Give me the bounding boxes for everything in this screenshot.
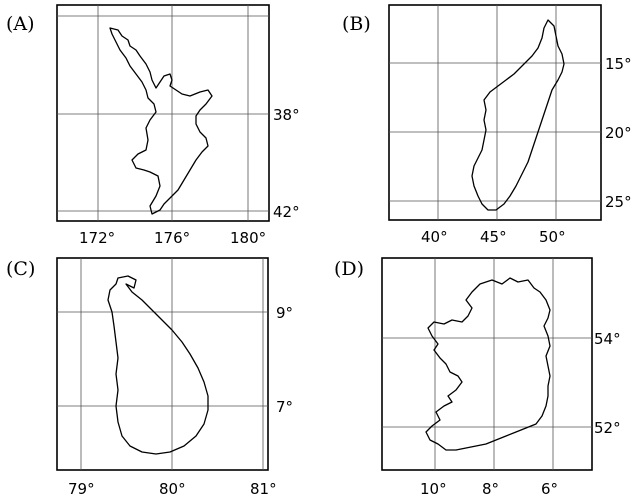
panel-d-label: (D) xyxy=(334,258,364,280)
panel-c-ytick-1: 9° xyxy=(276,304,293,322)
panel-a-xtick-3: 180° xyxy=(230,229,266,247)
panel-a-label: (A) xyxy=(6,13,35,35)
panel-b-ytick-2: 20° xyxy=(605,124,632,142)
panel-a-frame xyxy=(56,4,270,222)
panel-d: (D) 10° 8° 6° 54° 52° xyxy=(334,257,621,498)
panel-c-xtick-1: 79° xyxy=(68,480,95,498)
panel-a-xtick-2: 176° xyxy=(154,229,190,247)
panel-b-xtick-3: 50° xyxy=(539,228,566,246)
panel-c-ytick-2: 7° xyxy=(276,398,293,416)
panel-c-frame xyxy=(56,257,269,471)
panel-c-xtick-3: 81° xyxy=(250,480,277,498)
panel-b-xtick-1: 40° xyxy=(421,228,448,246)
panel-c: (C) 79° 80° 81° 9° 7° xyxy=(6,257,293,498)
panel-a-coastline xyxy=(109,27,213,215)
panel-a-ytick-2: 42° xyxy=(273,203,300,221)
panel-d-xtick-2: 8° xyxy=(482,480,499,498)
panel-d-xtick-1: 10° xyxy=(420,480,447,498)
panel-b-frame xyxy=(388,4,602,221)
panel-d-frame xyxy=(381,257,593,471)
panel-d-ytick-2: 52° xyxy=(594,419,621,437)
panel-b-ytick-1: 15° xyxy=(605,55,632,73)
panel-c-coastline xyxy=(107,275,209,455)
panel-b-coastline xyxy=(471,19,565,211)
panel-d-coastline xyxy=(425,277,551,451)
panel-a-xtick-1: 172° xyxy=(79,229,115,247)
panel-d-xtick-3: 6° xyxy=(541,480,558,498)
panel-b-xtick-2: 45° xyxy=(480,228,507,246)
panel-a-ytick-1: 38° xyxy=(273,106,300,124)
panel-b: (B) 40° 45° 50° 15° 20° 25° xyxy=(342,4,632,246)
panel-c-label: (C) xyxy=(6,258,35,280)
panel-b-label: (B) xyxy=(342,13,371,35)
panel-a: (A) 172° 176° 180° 38° 42° xyxy=(6,4,300,247)
panel-d-ytick-1: 54° xyxy=(594,330,621,348)
panel-c-xtick-2: 80° xyxy=(159,480,186,498)
panel-b-ytick-3: 25° xyxy=(605,193,632,211)
